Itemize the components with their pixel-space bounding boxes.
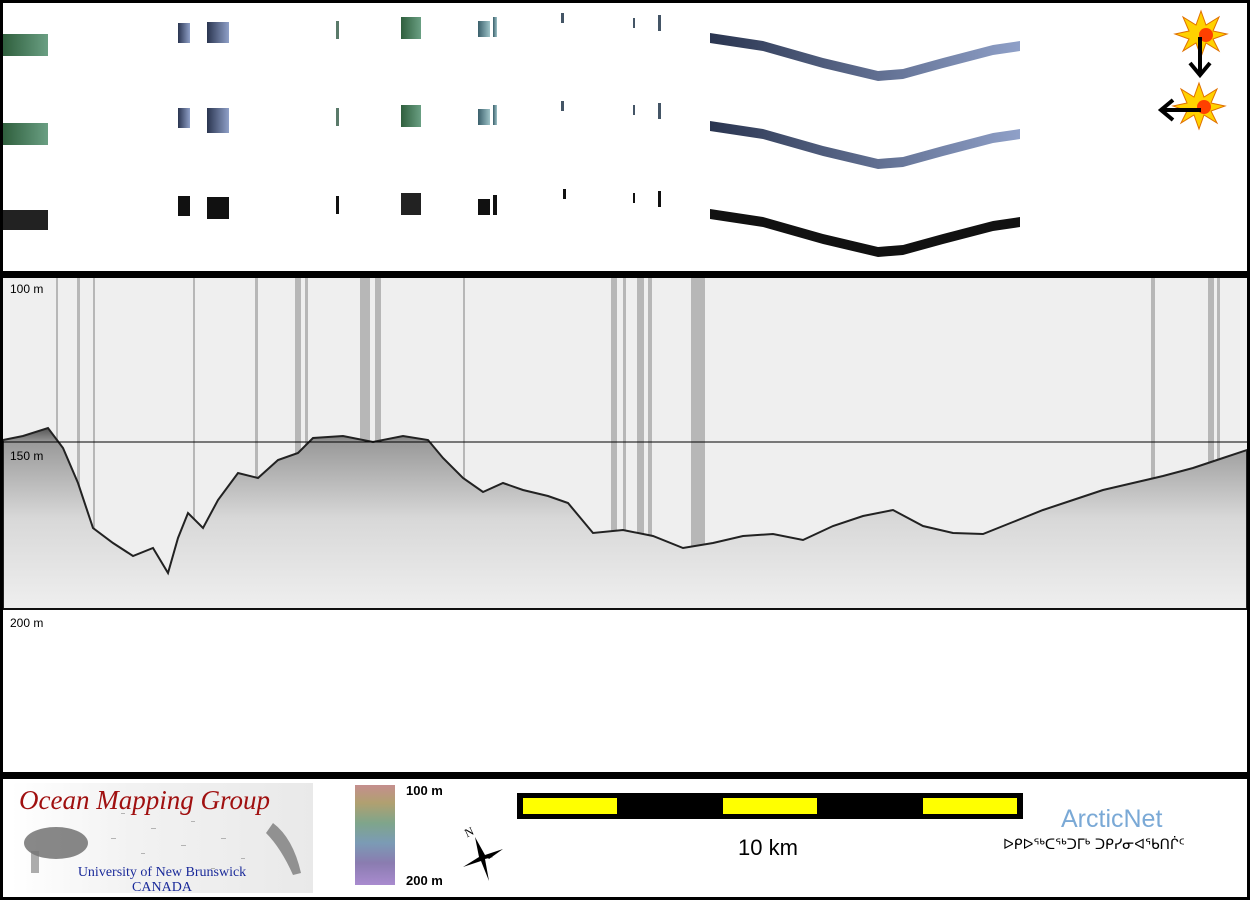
colorbar-top-label: 100 m bbox=[406, 783, 443, 798]
north-arrow-icon: N bbox=[459, 824, 519, 887]
scale-segment-1 bbox=[523, 798, 617, 814]
sun-with-left-arrow-icon bbox=[1157, 81, 1227, 131]
arcticnet-logo-syllabics: ᐅᑭᐅᖅᑕᖅᑐᒥᒃ ᑐᑭᓯᓂᐊᖃᑎᒌᑦ bbox=[1003, 837, 1185, 853]
ocean-mapping-group-logo: Ocean Mapping Group University of New Br… bbox=[11, 783, 313, 895]
colorbar-bottom-label: 200 m bbox=[406, 873, 443, 888]
scale-segment-2 bbox=[723, 798, 817, 814]
scale-segment-3 bbox=[923, 798, 1017, 814]
ogm-country: CANADA bbox=[132, 880, 192, 895]
bathymetry-strips-svg bbox=[3, 9, 1229, 257]
seabed-profile bbox=[3, 426, 1247, 610]
ogm-university: University of New Brunswick bbox=[77, 865, 247, 880]
depth-colorbar bbox=[355, 785, 395, 885]
depth-profile-panel: 100 m 150 m 200 m bbox=[3, 278, 1247, 772]
strip-row-mask bbox=[3, 189, 1020, 257]
bathymetry-strips-panel bbox=[3, 3, 1247, 271]
legend-panel: Ocean Mapping Group University of New Br… bbox=[3, 779, 1247, 897]
depth-profile-svg bbox=[3, 278, 1247, 610]
scale-bar bbox=[517, 793, 1023, 819]
sun-with-down-arrow-icon bbox=[1173, 9, 1229, 79]
depth-label-200m: 200 m bbox=[10, 616, 44, 630]
scale-bar-label: 10 km bbox=[738, 835, 798, 860]
ogm-title: Ocean Mapping Group bbox=[19, 785, 270, 815]
arcticnet-logo-title: ArcticNet bbox=[1061, 805, 1163, 833]
depth-label-150m: 150 m bbox=[10, 449, 44, 463]
strip-row-north-lit bbox=[3, 13, 1020, 81]
depth-label-100m: 100 m bbox=[10, 282, 44, 296]
strip-row-east-lit bbox=[3, 101, 1020, 169]
